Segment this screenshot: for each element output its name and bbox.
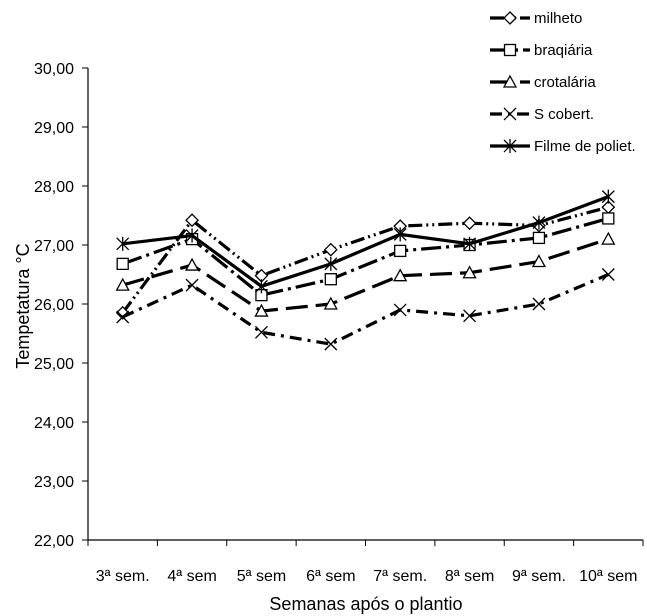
series-line: [122, 195, 609, 288]
data-point: [462, 216, 477, 231]
data-point: [393, 227, 407, 242]
x-tick-label: 10ª sem: [579, 568, 637, 585]
series-3: [115, 231, 616, 317]
y-axis-ticks: 22,00 23,00 24,00 25,00 26,00 27,00 28,00 29,00…: [34, 61, 88, 550]
y-tick-label: 23,00: [34, 474, 74, 491]
x-tick-label: 7ª sem.: [373, 568, 427, 585]
legend-label: S cobert.: [534, 106, 594, 123]
data-point: [531, 254, 547, 268]
legend-label: braqiária: [534, 42, 593, 59]
legend-marker: [503, 107, 517, 121]
y-tick-label: 25,00: [34, 356, 74, 373]
legend-label: Filme de poliet.: [534, 138, 636, 155]
data-point: [185, 228, 199, 243]
data-point: [323, 296, 338, 310]
series-lines: [115, 189, 616, 351]
series-4: [116, 268, 615, 351]
data-point: [115, 277, 130, 291]
x-tick-label: 9ª sem.: [512, 568, 566, 585]
x-tick-label: 3ª sem.: [96, 568, 150, 585]
series-5: [116, 189, 615, 294]
data-point: [532, 297, 546, 311]
legend-marker: [503, 139, 517, 153]
data-point: [116, 236, 130, 251]
data-point: [184, 257, 200, 271]
data-point: [116, 257, 129, 271]
y-tick-label: 27,00: [34, 238, 74, 255]
data-point: [532, 231, 546, 245]
y-tick-label: 30,00: [34, 61, 74, 78]
y-tick-label: 24,00: [34, 415, 74, 432]
data-point: [393, 268, 408, 282]
data-point: [463, 309, 477, 323]
series-line: [121, 205, 609, 314]
y-tick-label: 26,00: [34, 297, 74, 314]
legend-item: Filme de poliet.: [490, 138, 636, 155]
data-point: [185, 278, 199, 292]
data-point: [601, 189, 615, 204]
data-point: [462, 265, 477, 279]
legend-item: S cobert.: [490, 106, 594, 123]
y-axis-title: Tempetatura °C: [13, 243, 33, 368]
x-tick-label: 4ª sem: [167, 568, 217, 585]
series-line: [122, 237, 609, 313]
legend-marker: [503, 11, 517, 25]
x-tick-label: 8ª sem: [445, 568, 495, 585]
x-tick-label: 5ª sem: [237, 568, 287, 585]
data-point: [254, 279, 268, 294]
legend-marker: [502, 74, 518, 88]
y-tick-label: 22,00: [34, 533, 74, 550]
x-axis-ticks: 3ª sem. 4ª sem 5ª sem 6ª sem 7ª sem. 8ª sem 9ª…: [87, 540, 644, 585]
data-point: [601, 231, 616, 245]
legend-label: crotalária: [534, 74, 596, 91]
data-point: [393, 303, 407, 317]
x-axis-title: Semanas após o plantio: [269, 594, 462, 614]
series-line: [122, 216, 609, 297]
legend-marker: [503, 43, 517, 57]
legend-item: crotalária: [490, 74, 596, 91]
data-point: [324, 256, 338, 271]
data-point: [254, 325, 268, 339]
y-tick-label: 28,00: [34, 179, 74, 196]
legend-item: braqiária: [490, 42, 593, 59]
legend: milheto braqiária crotalária S cobert. Filme…: [490, 10, 636, 155]
y-tick-label: 29,00: [34, 120, 74, 137]
data-point: [601, 268, 615, 281]
series-line: [122, 273, 609, 346]
data-point: [324, 273, 337, 286]
legend-item: milheto: [490, 10, 582, 27]
data-point: [323, 242, 338, 257]
data-point: [116, 310, 130, 324]
data-point: [185, 213, 199, 228]
x-tick-label: 6ª sem: [306, 568, 356, 585]
data-point: [324, 337, 338, 351]
data-point: [532, 215, 546, 230]
data-point: [463, 236, 477, 251]
data-point: [602, 212, 615, 225]
data-point: [254, 303, 269, 317]
data-point: [394, 244, 407, 258]
legend-label: milheto: [534, 10, 582, 27]
